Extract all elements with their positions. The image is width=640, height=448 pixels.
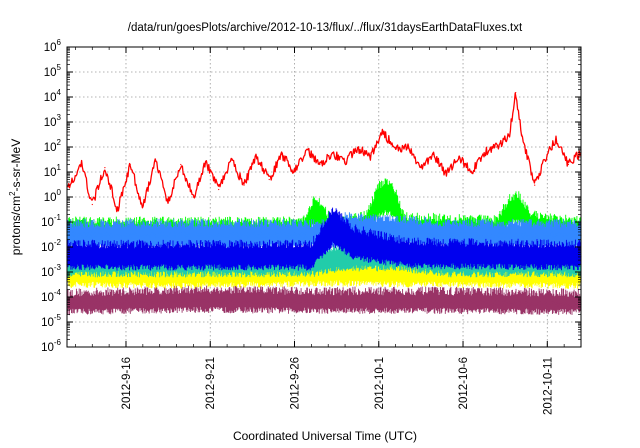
data-point <box>411 253 414 256</box>
x-tick-label: 2012-10-6 <box>458 357 470 409</box>
data-point <box>567 163 570 166</box>
y-tick-label: 102 <box>44 138 62 154</box>
y-tick-label: 10-1 <box>41 213 61 229</box>
data-point <box>142 206 144 208</box>
x-tick-label: 2012-9-16 <box>121 357 133 409</box>
series-5 <box>66 207 582 271</box>
data-point <box>378 246 380 248</box>
y-axis-label: protons/cm2-s-sr-MeV <box>8 139 23 255</box>
data-point <box>281 153 283 156</box>
y-tick-label: 104 <box>44 88 62 104</box>
series-line <box>67 296 581 308</box>
chart-title: /data/run/goesPlots/archive/2012-10-13/f… <box>128 22 523 34</box>
data-point <box>508 203 510 206</box>
data-point <box>386 184 388 186</box>
data-point <box>104 167 106 169</box>
data-point <box>496 146 498 148</box>
y-tick-label: 10-6 <box>41 338 61 354</box>
y-tick-label: 10-4 <box>41 288 61 304</box>
data-point <box>205 161 207 163</box>
data-point <box>378 188 380 191</box>
x-tick-label: 2012-9-26 <box>290 357 302 409</box>
data-point <box>470 171 473 173</box>
data-point <box>315 201 317 204</box>
data-point <box>517 198 519 200</box>
y-tick-label: 103 <box>44 113 62 129</box>
data-point <box>91 203 93 206</box>
data-point <box>154 159 157 161</box>
data-point <box>218 188 220 191</box>
x-tick-label: 2012-10-1 <box>374 357 386 409</box>
x-tick-label: 2012-10-11 <box>542 357 554 415</box>
y-axis: 10-6 10-5 10-4 10-3 10-2 10-1 100 101 102 103 104 1… <box>41 38 581 354</box>
data-point <box>369 156 371 158</box>
series-line <box>67 92 582 213</box>
data-point <box>445 173 447 175</box>
y-tick-label: 10-5 <box>41 313 61 329</box>
y-tick-label: 101 <box>44 163 62 179</box>
data-point <box>192 275 194 277</box>
data-point <box>432 153 435 156</box>
series-0 <box>66 285 582 316</box>
series-line <box>67 216 581 262</box>
data-point <box>243 184 245 186</box>
data-point <box>382 131 384 133</box>
y-tick-label: 106 <box>44 38 62 54</box>
series-layer <box>66 92 582 316</box>
data-point <box>458 156 460 158</box>
data-point <box>483 151 485 154</box>
data-point <box>293 171 296 173</box>
data-point <box>508 134 510 136</box>
series-band <box>67 285 581 316</box>
data-point <box>546 153 548 156</box>
x-tick-label: 2012-9-21 <box>205 357 217 409</box>
data-point <box>180 163 182 166</box>
data-point <box>256 156 258 158</box>
data-point <box>81 163 83 166</box>
y-tick-label: 105 <box>44 63 62 79</box>
series-6 <box>66 92 582 213</box>
data-point <box>515 92 517 94</box>
data-point <box>117 209 119 211</box>
y-tick-label: 10-3 <box>41 263 61 279</box>
data-point <box>521 134 523 136</box>
data-point <box>331 217 333 219</box>
data-point <box>395 228 397 231</box>
data-point <box>230 159 232 161</box>
data-point <box>327 301 329 304</box>
x-axis: 2012-9-16 2012-9-21 2012-9-26 2012-10-1 2012… <box>75 47 582 415</box>
data-point <box>192 300 194 302</box>
data-point <box>395 148 397 150</box>
data-point <box>268 178 270 181</box>
data-point <box>395 196 397 198</box>
data-point <box>357 147 359 149</box>
data-point <box>420 167 422 169</box>
x-axis-label: Coordinated Universal Time (UTC) <box>233 429 417 443</box>
y-tick-label: 10-2 <box>41 238 61 254</box>
data-point <box>167 201 169 204</box>
data-point <box>407 147 409 149</box>
y-tick-label: 100 <box>44 188 62 204</box>
data-point <box>534 184 536 186</box>
data-point <box>306 148 308 150</box>
data-point <box>192 196 194 198</box>
data-point <box>331 151 333 154</box>
data-point <box>319 163 321 166</box>
data-point <box>445 301 447 304</box>
data-point <box>555 138 557 141</box>
data-point <box>310 256 312 258</box>
data-point <box>129 163 131 166</box>
data-point <box>344 161 346 163</box>
data-point <box>445 234 447 236</box>
data-point <box>352 238 355 241</box>
